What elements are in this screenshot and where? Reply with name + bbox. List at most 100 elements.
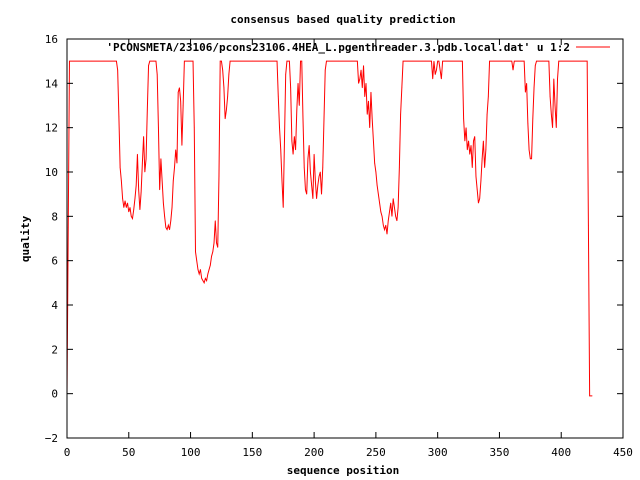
data-point [192,60,194,62]
data-point [167,224,169,226]
data-point [469,153,471,155]
data-point [379,202,380,204]
data-point [127,202,128,204]
data-point [392,198,394,199]
data-point [478,202,479,204]
y-tick-label: 6 [51,255,58,268]
data-point [137,153,138,155]
data-point [130,215,132,217]
data-point [366,114,368,115]
data-point [480,180,482,182]
data-point [371,118,373,120]
data-point [205,278,206,279]
data-point [557,78,558,80]
data-point [512,69,514,71]
data-point [133,209,135,211]
data-point [300,60,301,62]
data-point [163,202,164,204]
series-line [66,60,593,397]
data-point [464,140,466,142]
data-point [370,91,372,93]
data-point [284,140,285,142]
data-point [387,220,389,222]
data-point [291,140,293,142]
data-point [165,227,167,228]
data-point [573,60,574,62]
data-point [171,207,173,208]
data-point [531,158,532,160]
data-point [179,87,180,89]
data-point [315,180,316,182]
data-point [378,193,379,195]
data-point [158,127,159,129]
data-point [213,242,215,244]
y-tick-label: 12 [45,122,58,135]
data-point [172,180,174,182]
data-point [376,184,378,186]
data-point [470,145,472,146]
data-point [118,116,120,117]
data-point [169,229,170,230]
data-point [560,60,562,62]
x-tick-label: 450 [613,446,633,459]
data-point [586,60,588,62]
data-point [280,149,282,151]
data-point [148,65,149,66]
data-point [128,211,130,213]
data-point [532,118,534,120]
data-point [181,145,183,146]
data-point [548,60,550,62]
data-point [297,82,299,84]
data-point [462,60,463,62]
data-point [227,96,228,97]
data-point [552,127,553,129]
data-point [439,69,441,71]
data-point [156,74,158,75]
data-point [140,191,142,193]
data-point [361,87,363,89]
data-point [279,127,280,129]
data-point [558,60,560,62]
data-point [466,149,468,151]
data-point [138,189,140,191]
data-point [483,140,484,142]
data-point [295,149,296,151]
data-point [285,74,287,75]
data-point [471,167,473,168]
data-point [143,136,144,137]
data-point [216,242,217,244]
data-point [474,136,476,137]
data-point [313,153,315,155]
data-point [281,180,283,182]
data-point [534,65,536,66]
data-point [301,60,303,62]
data-point [164,215,165,217]
data-point [489,60,490,62]
data-point [190,60,191,62]
data-point [324,69,326,71]
data-point [528,149,530,151]
chart-title: consensus based quality prediction [230,13,455,26]
x-tick-label: 300 [428,446,448,459]
data-point [124,200,126,202]
x-tick-label: 100 [181,446,201,459]
data-point [134,198,136,199]
data-point [217,247,219,248]
data-point [302,118,304,120]
data-point [208,269,210,270]
data-point [513,60,515,62]
y-tick-label: 2 [51,343,58,356]
data-point [203,282,205,284]
data-point [318,176,320,177]
axis-ticks: 0 50 100 150 200 250 300 350 400 450 −2 0 2 4 6 8 10 12 14… [45,33,633,459]
data-point [306,193,308,195]
data-point [357,60,358,62]
data-point [121,180,122,182]
y-axis-label: quality [19,215,32,262]
data-point [381,215,383,217]
data-point [323,118,325,120]
data-point [326,60,327,62]
y-tick-label: 0 [51,388,58,401]
data-point [375,171,377,173]
